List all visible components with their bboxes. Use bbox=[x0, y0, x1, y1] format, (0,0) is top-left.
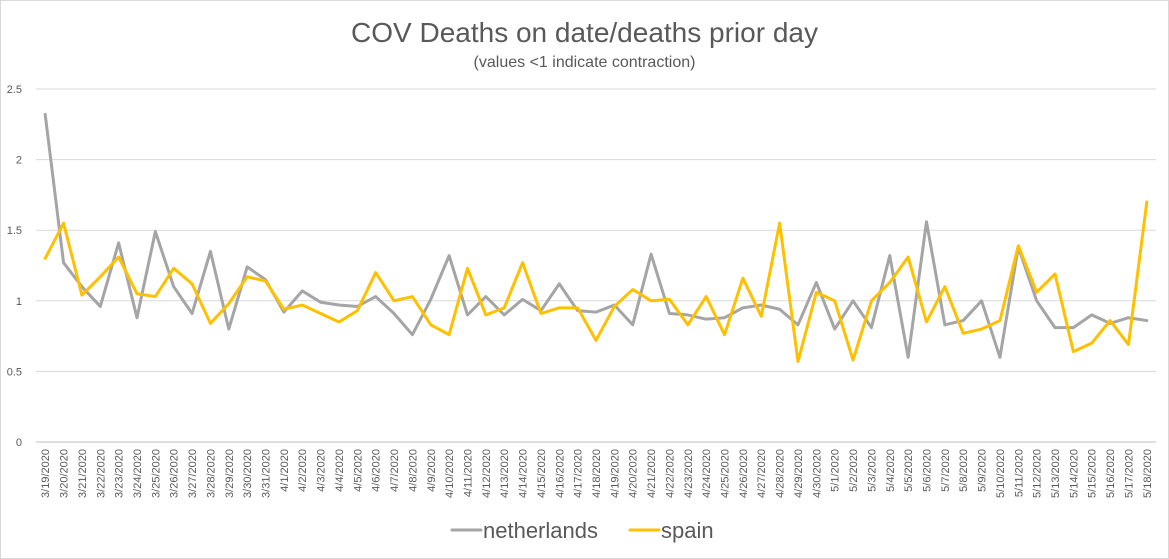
x-tick-label-46: 5/4/2020 bbox=[885, 449, 897, 492]
x-tick-label-44: 5/2/2020 bbox=[848, 449, 860, 492]
y-tick-label-3: 1.5 bbox=[7, 225, 22, 237]
x-tick-label-33: 4/21/2020 bbox=[646, 449, 658, 498]
x-tick-label-25: 4/13/2020 bbox=[499, 449, 511, 498]
y-tick-label-4: 2 bbox=[16, 155, 22, 167]
chart-subtitle: (values <1 indicate contraction) bbox=[474, 54, 696, 71]
chart-title: COV Deaths on date/deaths prior day bbox=[351, 17, 818, 48]
x-tick-label-17: 4/5/2020 bbox=[352, 449, 364, 492]
x-tick-label-11: 3/30/2020 bbox=[242, 449, 254, 498]
y-tick-label-5: 2.5 bbox=[7, 84, 22, 96]
x-tick-label-8: 3/27/2020 bbox=[187, 449, 199, 498]
x-tick-label-30: 4/18/2020 bbox=[591, 449, 603, 498]
y-tick-label-2: 1 bbox=[16, 296, 22, 308]
x-tick-label-37: 4/25/2020 bbox=[720, 449, 732, 498]
x-tick-label-13: 4/1/2020 bbox=[279, 449, 291, 492]
x-tick-label-26: 4/14/2020 bbox=[518, 449, 530, 498]
y-tick-label-1: 0.5 bbox=[7, 366, 22, 378]
x-tick-label-5: 3/24/2020 bbox=[132, 449, 144, 498]
x-tick-label-54: 5/12/2020 bbox=[1032, 449, 1044, 498]
x-tick-label-52: 5/10/2020 bbox=[995, 449, 1007, 498]
x-tick-label-56: 5/14/2020 bbox=[1068, 449, 1080, 498]
x-tick-label-31: 4/19/2020 bbox=[609, 449, 621, 498]
x-tick-label-35: 4/23/2020 bbox=[683, 449, 695, 498]
x-tick-label-53: 5/11/2020 bbox=[1013, 449, 1025, 497]
x-tick-label-41: 4/29/2020 bbox=[793, 449, 805, 498]
x-tick-label-22: 4/10/2020 bbox=[444, 449, 456, 498]
legend-label-spain: spain bbox=[661, 518, 714, 543]
x-tick-label-32: 4/20/2020 bbox=[628, 449, 640, 498]
x-tick-label-28: 4/16/2020 bbox=[554, 449, 566, 498]
x-tick-label-6: 3/25/2020 bbox=[150, 449, 162, 498]
x-tick-label-34: 4/22/2020 bbox=[664, 449, 676, 498]
x-tick-label-45: 5/3/2020 bbox=[866, 449, 878, 492]
x-tick-label-16: 4/4/2020 bbox=[334, 449, 346, 492]
x-tick-label-21: 4/9/2020 bbox=[426, 449, 438, 492]
x-tick-label-15: 4/3/2020 bbox=[316, 449, 328, 492]
x-tick-label-18: 4/6/2020 bbox=[371, 449, 383, 492]
x-tick-label-12: 3/31/2020 bbox=[261, 449, 273, 498]
legend: netherlands spain bbox=[450, 518, 714, 543]
x-tick-label-24: 4/12/2020 bbox=[481, 449, 493, 498]
x-tick-label-9: 3/28/2020 bbox=[205, 449, 217, 498]
x-tick-label-36: 4/24/2020 bbox=[701, 449, 713, 498]
x-tick-label-4: 3/23/2020 bbox=[114, 449, 126, 498]
x-tick-label-42: 4/30/2020 bbox=[811, 449, 823, 498]
x-tick-label-23: 4/11/2020 bbox=[462, 449, 474, 497]
x-tick-label-40: 4/28/2020 bbox=[775, 449, 787, 498]
x-tick-label-19: 4/7/2020 bbox=[389, 449, 401, 492]
x-tick-label-57: 5/15/2020 bbox=[1087, 449, 1099, 498]
x-tick-label-10: 3/29/2020 bbox=[224, 449, 236, 498]
x-tick-label-58: 5/16/2020 bbox=[1105, 449, 1117, 498]
x-tick-label-14: 4/2/2020 bbox=[297, 449, 309, 492]
x-tick-label-3: 3/22/2020 bbox=[95, 449, 107, 498]
x-tick-label-0: 3/19/2020 bbox=[40, 449, 52, 498]
x-tick-label-1: 3/20/2020 bbox=[59, 449, 71, 498]
x-tick-label-27: 4/15/2020 bbox=[536, 449, 548, 498]
x-tick-label-38: 4/26/2020 bbox=[738, 449, 750, 498]
series-layer bbox=[43, 112, 1149, 364]
x-tick-label-20: 4/8/2020 bbox=[407, 449, 419, 492]
y-tick-label-0: 0 bbox=[16, 437, 22, 449]
axis-layer: 0 0.5 1 1.5 2 2.5 3/19/2020 3/20/2020 3/21/2020 3… bbox=[7, 84, 1156, 498]
x-tick-label-47: 5/5/2020 bbox=[903, 449, 915, 492]
x-tick-label-55: 5/13/2020 bbox=[1050, 449, 1062, 498]
x-tick-label-2: 3/21/2020 bbox=[77, 449, 89, 498]
x-tick-label-49: 5/7/2020 bbox=[940, 449, 952, 492]
x-tick-label-39: 4/27/2020 bbox=[756, 449, 768, 498]
x-tick-label-50: 5/8/2020 bbox=[958, 449, 970, 492]
x-tick-label-59: 5/17/2020 bbox=[1123, 449, 1135, 498]
x-tick-label-60: 5/18/2020 bbox=[1142, 449, 1154, 498]
x-tick-label-51: 5/9/2020 bbox=[977, 449, 989, 492]
x-tick-label-43: 5/1/2020 bbox=[830, 449, 842, 492]
x-tick-label-29: 4/17/2020 bbox=[573, 449, 585, 498]
x-tick-label-7: 3/26/2020 bbox=[169, 449, 181, 498]
legend-label-netherlands: netherlands bbox=[483, 518, 598, 543]
x-tick-label-48: 5/6/2020 bbox=[921, 449, 933, 492]
